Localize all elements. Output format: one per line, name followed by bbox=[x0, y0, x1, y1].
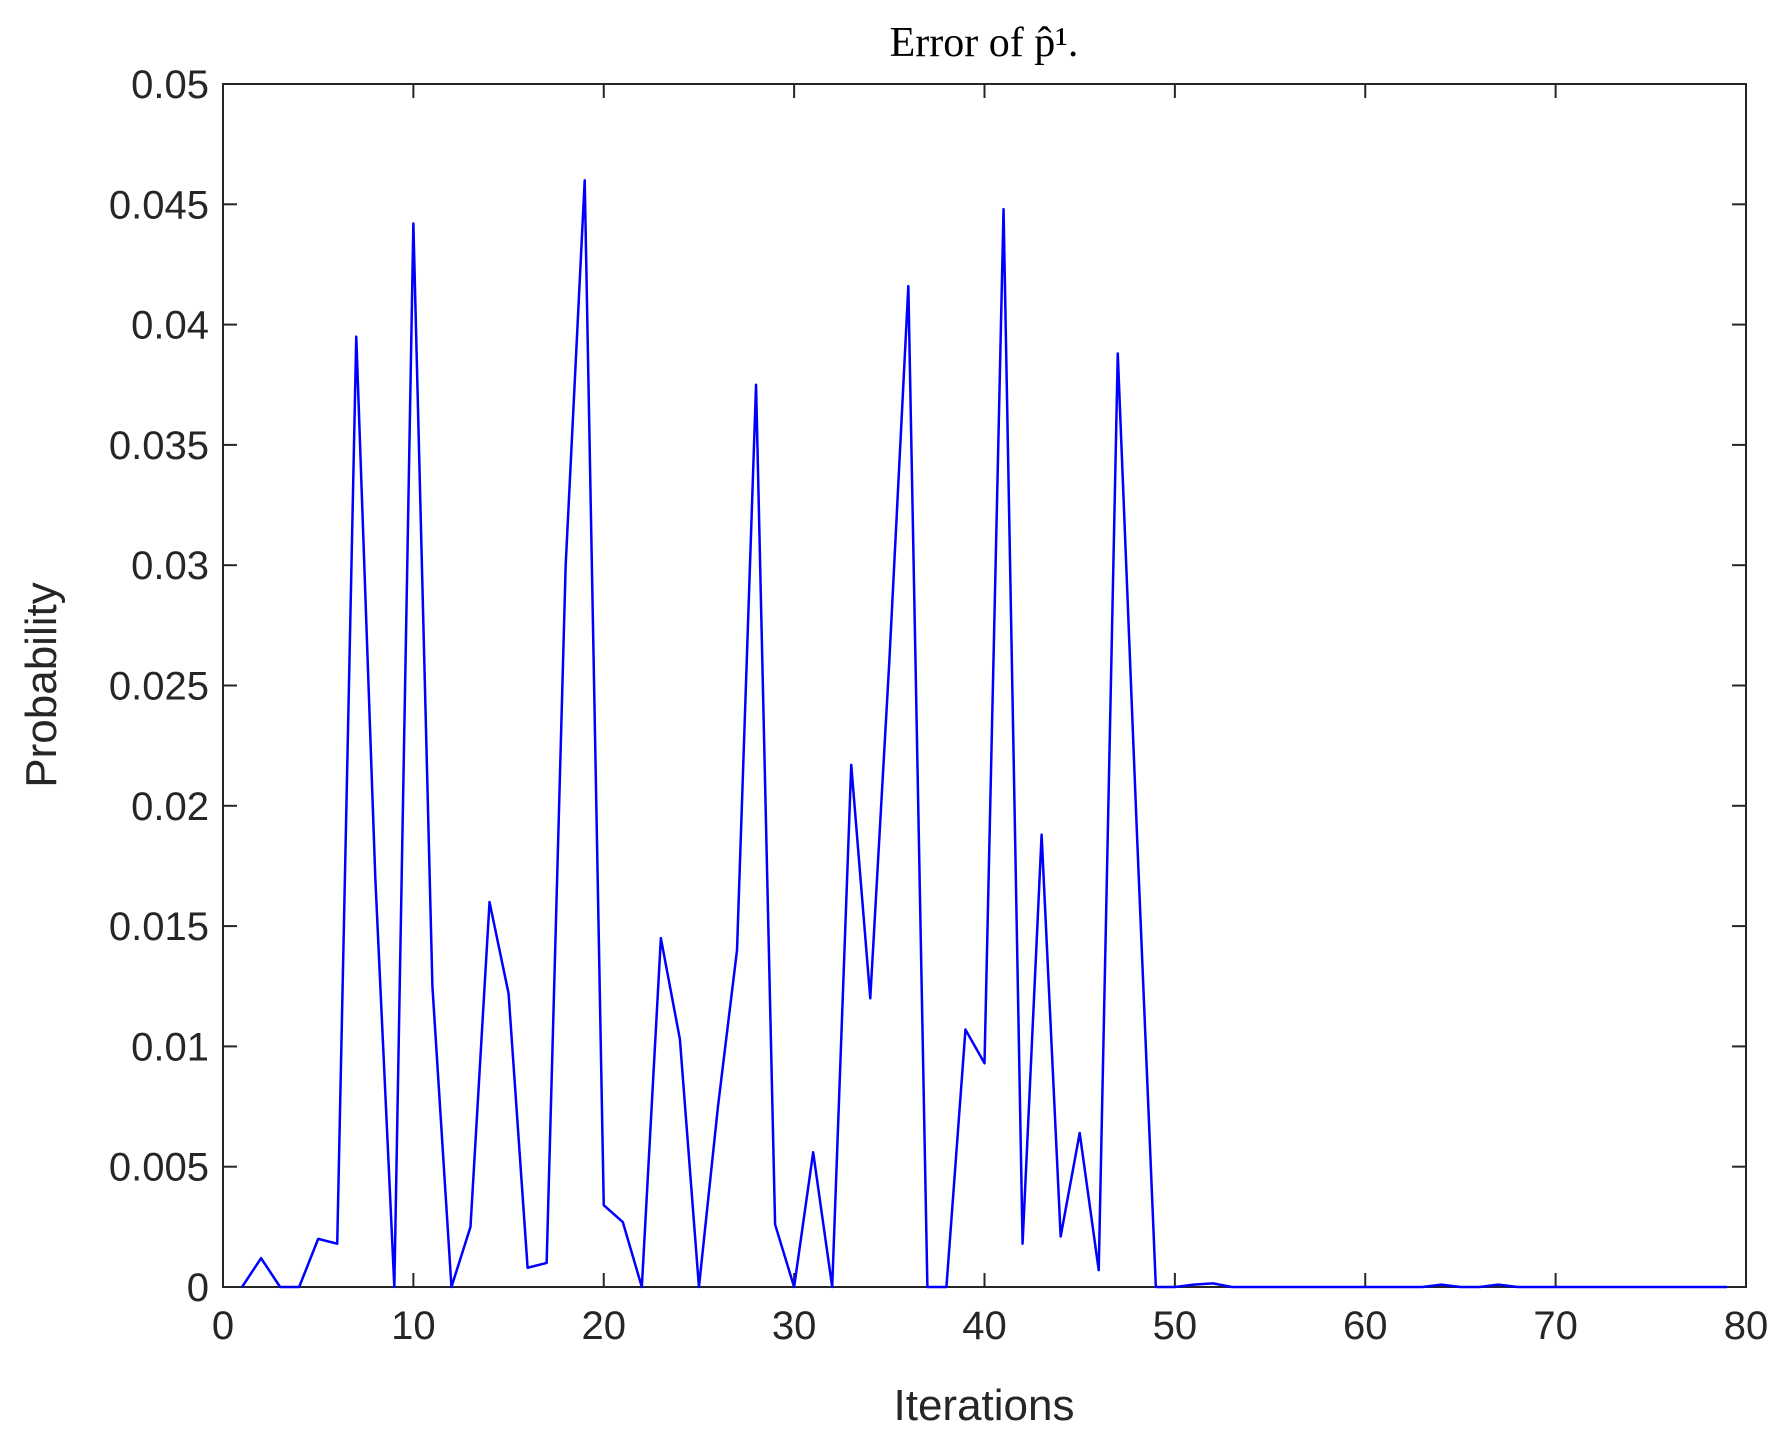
x-tick-label: 60 bbox=[1343, 1304, 1388, 1348]
y-tick-label: 0.045 bbox=[109, 183, 209, 227]
y-tick-label: 0.005 bbox=[109, 1146, 209, 1190]
x-tick-label: 10 bbox=[391, 1304, 436, 1348]
x-tick-label: 50 bbox=[1153, 1304, 1198, 1348]
x-tick-label: 80 bbox=[1724, 1304, 1769, 1348]
y-tick-label: 0.04 bbox=[131, 304, 209, 348]
y-tick-label: 0.03 bbox=[131, 544, 209, 588]
y-tick-label: 0.02 bbox=[131, 785, 209, 829]
y-tick-label: 0.01 bbox=[131, 1025, 209, 1069]
x-tick-label: 20 bbox=[582, 1304, 627, 1348]
y-axis-label: Probability bbox=[17, 582, 66, 787]
x-tick-label: 30 bbox=[772, 1304, 817, 1348]
x-tick-label: 70 bbox=[1533, 1304, 1578, 1348]
y-tick-label: 0.025 bbox=[109, 665, 209, 709]
x-tick-label: 40 bbox=[962, 1304, 1007, 1348]
y-tick-label: 0.035 bbox=[109, 424, 209, 468]
data-line bbox=[240, 178, 1727, 1289]
x-tick-label: 0 bbox=[212, 1304, 234, 1348]
y-tick-label: 0 bbox=[187, 1266, 209, 1310]
y-tick-label: 0.05 bbox=[131, 63, 209, 107]
x-axis-label: Iterations bbox=[894, 1381, 1075, 1430]
chart-title: Error of p̂¹. bbox=[890, 20, 1079, 66]
y-tick-label: 0.015 bbox=[109, 905, 209, 949]
